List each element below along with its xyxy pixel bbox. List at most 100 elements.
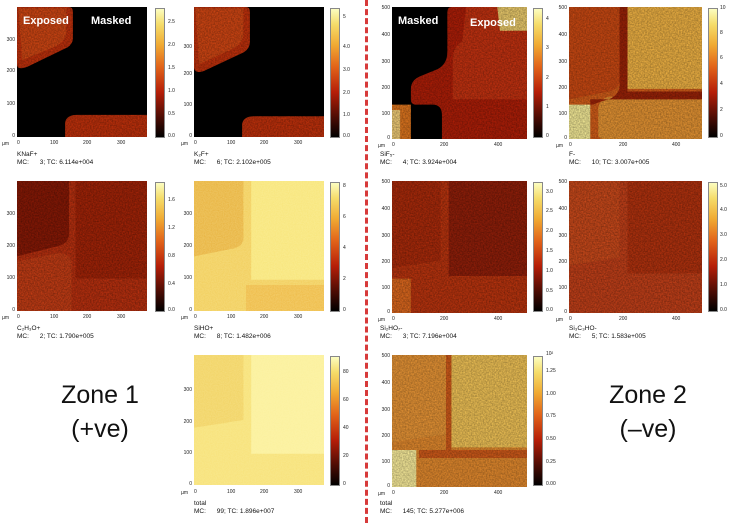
species-name: Si₃C₃HO- <box>569 325 597 332</box>
axis-unit: µm <box>181 490 189 496</box>
x-tick: 400 <box>494 490 503 496</box>
colorbar-tick: 5 <box>343 14 346 20</box>
x-tick: 0 <box>392 490 395 496</box>
colorbar-tick: 0.0 <box>546 307 553 313</box>
colorbar <box>330 8 340 138</box>
x-tick: 300 <box>294 140 303 146</box>
mc-label: MC: <box>194 333 206 340</box>
colorbar-tick: 3 <box>546 45 549 51</box>
x-tick: 400 <box>672 316 681 322</box>
y-tick: 200 <box>183 243 192 249</box>
y-tick: 500 <box>558 179 567 185</box>
species-name: total <box>194 500 207 507</box>
colorbar-tick: 0.25 <box>546 459 556 465</box>
mc-label: MC: <box>380 159 392 166</box>
mc-value: 99; <box>216 508 226 515</box>
mc-value: 3; <box>402 333 409 340</box>
axis-unit: µm <box>556 317 564 323</box>
colorbar-tick: 3.0 <box>720 232 727 238</box>
ion-map[interactable] <box>392 355 527 487</box>
y-tick: 400 <box>558 32 567 38</box>
ion-map[interactable] <box>17 181 147 311</box>
axis-unit: µm <box>378 491 386 497</box>
tc-value: 3.924e+004 <box>422 159 457 166</box>
colorbar-tick: 4.0 <box>720 207 727 213</box>
colorbar-tick: 0 <box>343 307 346 313</box>
colorbar-tick: 4.0 <box>343 44 350 50</box>
y-tick: 200 <box>183 71 192 77</box>
x-tick: 200 <box>260 314 269 320</box>
axis-unit: µm <box>378 143 386 149</box>
y-tick: 300 <box>558 59 567 65</box>
y-tick: 200 <box>6 243 15 249</box>
y-tick: 100 <box>381 111 390 117</box>
x-tick: 200 <box>260 489 269 495</box>
y-tick: 0 <box>12 133 15 139</box>
ion-map[interactable] <box>194 355 324 485</box>
colorbar-tick: 0.5 <box>546 288 553 294</box>
ion-map[interactable] <box>392 181 527 313</box>
y-tick: 400 <box>381 32 390 38</box>
colorbar-tick: 1 <box>546 104 549 110</box>
colorbar-tick: 2 <box>720 107 723 113</box>
colorbar-tick: 2.5 <box>168 19 175 25</box>
colorbar-tick: 0.0 <box>168 307 175 313</box>
colorbar <box>533 182 543 312</box>
y-tick: 500 <box>381 353 390 359</box>
colorbar-tick: 0.75 <box>546 413 556 419</box>
tc-label: TC: <box>602 159 613 166</box>
y-tick: 0 <box>189 307 192 313</box>
y-tick: 300 <box>558 233 567 239</box>
colorbar-tick: 1.5 <box>168 65 175 71</box>
x-tick: 100 <box>227 489 236 495</box>
colorbar <box>155 182 165 312</box>
axis-unit: µm <box>556 143 564 149</box>
colorbar-tick: 1.0 <box>546 268 553 274</box>
mc-value: 6; <box>216 159 223 166</box>
y-tick: 0 <box>387 309 390 315</box>
colorbar-tick: 1.0 <box>168 88 175 94</box>
ion-map[interactable]: Masked Exposed <box>392 7 527 139</box>
tc-label: TC: <box>46 159 58 166</box>
exposed-label: Exposed <box>23 15 69 27</box>
x-tick: 200 <box>83 314 92 320</box>
colorbar-tick: 0.4 <box>168 281 175 287</box>
colorbar-tick: 1.0 <box>720 282 727 288</box>
ion-map[interactable] <box>194 7 324 137</box>
colorbar-tick: 2.0 <box>546 228 553 234</box>
x-tick: 0 <box>392 142 395 148</box>
colorbar-tick: 1.5 <box>546 248 553 254</box>
colorbar-tick: 40 <box>343 425 349 431</box>
x-tick: 200 <box>619 142 628 148</box>
y-tick: 100 <box>558 111 567 117</box>
colorbar-exponent: 10² <box>546 351 554 357</box>
ion-map[interactable]: Exposed Masked <box>17 7 147 137</box>
zone-divider <box>365 0 368 523</box>
x-tick: 200 <box>260 140 269 146</box>
mc-label: MC: <box>17 333 29 340</box>
mc-value: 4; <box>402 159 409 166</box>
tc-value: 1.482e+006 <box>236 333 271 340</box>
y-tick: 300 <box>183 44 192 50</box>
tc-value: 3.007e+005 <box>614 159 650 166</box>
masked-label: Masked <box>398 15 439 27</box>
colorbar-tick: 6 <box>343 214 346 220</box>
colorbar <box>708 182 718 312</box>
colorbar-tick: 3.0 <box>343 67 350 73</box>
y-tick: 400 <box>558 206 567 212</box>
tc-value: 5.277e+006 <box>429 508 464 515</box>
y-tick: 0 <box>387 483 390 489</box>
species-name: F- <box>569 151 576 158</box>
species-name: SiHO+ <box>194 325 214 332</box>
x-tick: 200 <box>440 316 449 322</box>
colorbar-tick: 2 <box>546 75 549 81</box>
colorbar-tick: 8 <box>343 183 346 189</box>
ion-map[interactable] <box>194 181 324 311</box>
ion-map[interactable] <box>569 7 702 139</box>
y-tick: 200 <box>381 259 390 265</box>
x-tick: 100 <box>227 314 236 320</box>
x-tick: 0 <box>194 314 197 320</box>
ion-map[interactable] <box>569 181 702 313</box>
y-tick: 0 <box>564 135 567 141</box>
y-tick: 100 <box>558 285 567 291</box>
